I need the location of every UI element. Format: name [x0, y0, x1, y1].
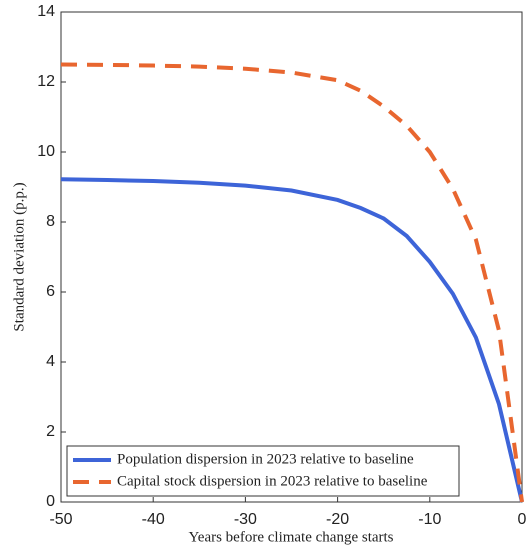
x-tick-label: 0 [518, 511, 527, 528]
y-tick-label: 4 [46, 353, 55, 370]
y-tick-label: 14 [37, 3, 55, 20]
legend-label: Population dispersion in 2023 relative t… [117, 451, 414, 467]
y-tick-label: 6 [46, 283, 55, 300]
x-tick-label: -20 [326, 511, 349, 528]
x-tick-label: -40 [142, 511, 165, 528]
x-tick-label: -10 [418, 511, 441, 528]
x-tick-label: -30 [234, 511, 257, 528]
x-axis-label: Years before climate change starts [188, 529, 393, 545]
y-tick-label: 8 [46, 213, 55, 230]
y-tick-label: 12 [37, 73, 55, 90]
series-line [60, 177, 524, 503]
y-tick-label: 10 [37, 143, 55, 160]
series-line [60, 62, 524, 503]
y-axis-label: Standard deviation (p.p.) [11, 182, 27, 331]
y-tick-label: 0 [46, 493, 55, 510]
y-tick-label: 2 [46, 423, 55, 440]
plot-area [60, 11, 523, 503]
x-tick-label: -50 [49, 511, 72, 528]
legend-label: Capital stock dispersion in 2023 relativ… [117, 473, 428, 489]
legend-box [66, 445, 460, 497]
